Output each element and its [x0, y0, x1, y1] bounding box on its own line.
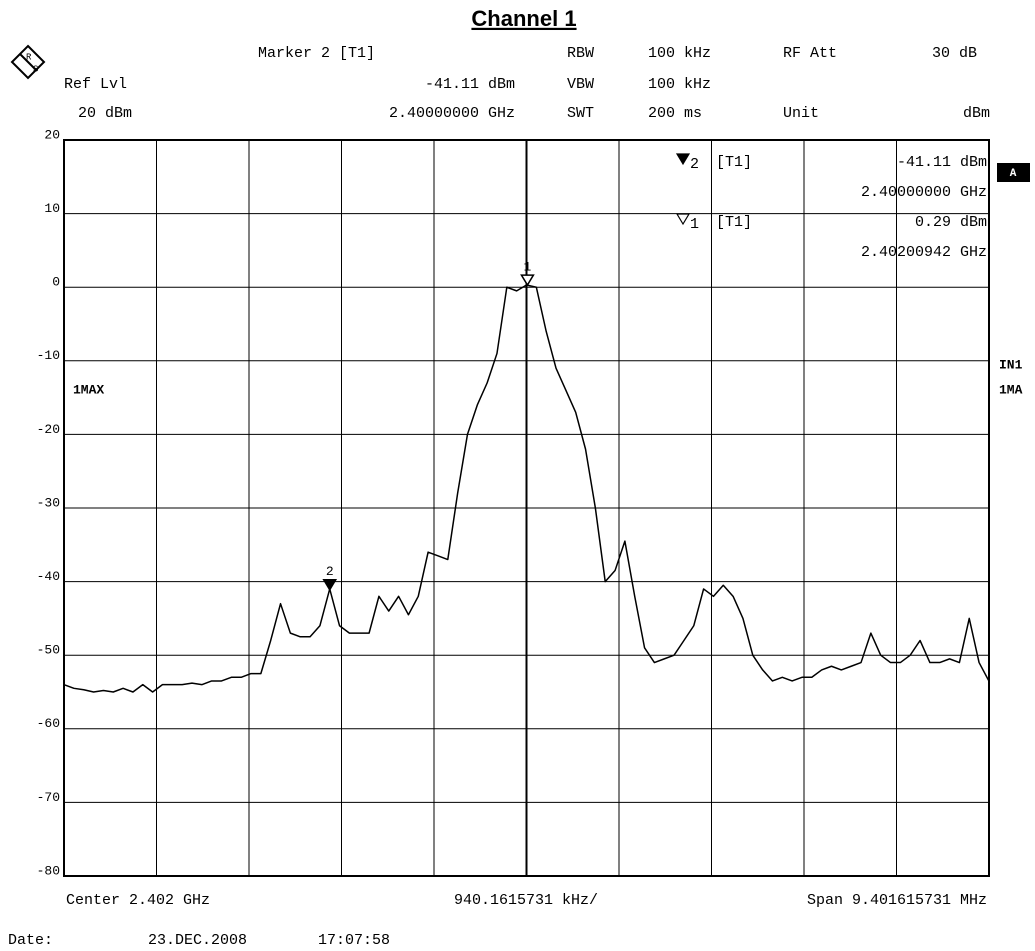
- marker-info-symbol: [675, 153, 691, 166]
- date-label: Date:: [8, 932, 53, 949]
- rf-att: 30 dB: [932, 45, 977, 62]
- y-tick-label: 0: [52, 275, 60, 290]
- y-tick-label: -10: [37, 348, 60, 363]
- y-tick-label: -40: [37, 569, 60, 584]
- footer-span: Span 9.401615731 MHz: [807, 892, 987, 909]
- date: 23.DEC.2008: [148, 932, 247, 949]
- y-tick-label: -30: [37, 495, 60, 510]
- y-tick-label: -70: [37, 790, 60, 805]
- logo-diamond: [10, 44, 46, 80]
- footer-center: Center 2.402 GHz: [66, 892, 210, 909]
- marker-info-trace: [T1]: [716, 154, 752, 171]
- input-label: IN1: [999, 357, 1023, 372]
- logo: R S: [10, 44, 46, 80]
- marker-info-symbol: [675, 213, 691, 226]
- swt: 200 ms: [648, 105, 702, 122]
- time: 17:07:58: [318, 932, 390, 949]
- marker-number: 1: [524, 260, 532, 275]
- y-tick-label: 10: [44, 201, 60, 216]
- header-marker: Marker 2 [T1]: [258, 45, 375, 62]
- header-marker-freq: 2.40000000 GHz: [389, 105, 515, 122]
- marker-info-level: -41.11 dBm: [897, 154, 987, 171]
- trace-label: 1MAX: [73, 382, 104, 397]
- unit: dBm: [963, 105, 990, 122]
- rbw: 100 kHz: [648, 45, 711, 62]
- marker-info-trace: [T1]: [716, 214, 752, 231]
- marker-triangle: [520, 274, 535, 287]
- ref-lvl: 20 dBm: [78, 105, 132, 122]
- logo-s: S: [33, 64, 38, 74]
- vbw-label: VBW: [567, 76, 594, 93]
- header-marker-level: -41.11 dBm: [425, 76, 515, 93]
- footer-per-div: 940.1615731 kHz/: [454, 892, 598, 909]
- vbw: 100 kHz: [648, 76, 711, 93]
- marker-triangle: [322, 579, 338, 592]
- trace-short-label: 1MA: [999, 382, 1023, 397]
- y-tick-label: -50: [37, 643, 60, 658]
- chart-title: Channel 1: [471, 6, 576, 31]
- y-tick-label: -20: [37, 422, 60, 437]
- marker-info-name: 2: [690, 156, 699, 173]
- box-a: [997, 163, 1030, 182]
- box-a-label: A: [1010, 168, 1017, 180]
- logo-r: R: [26, 52, 32, 62]
- marker-number: 2: [326, 564, 334, 579]
- marker-info-level: 0.29 dBm: [915, 214, 987, 231]
- rbw-label: RBW: [567, 45, 594, 62]
- unit-label: Unit: [783, 105, 819, 122]
- plot-frame: [63, 139, 990, 877]
- marker-info-freq: 2.40000000 GHz: [861, 184, 987, 201]
- rf-att-label: RF Att: [783, 45, 837, 62]
- y-tick-label: -60: [37, 716, 60, 731]
- y-tick-label: 20: [44, 127, 60, 142]
- swt-label: SWT: [567, 105, 594, 122]
- marker-info-freq: 2.40200942 GHz: [861, 244, 987, 261]
- y-tick-label: -80: [37, 863, 60, 878]
- trace: [63, 284, 990, 693]
- ref-lvl-label: Ref Lvl: [64, 76, 127, 93]
- marker-info-name: 1: [690, 216, 699, 233]
